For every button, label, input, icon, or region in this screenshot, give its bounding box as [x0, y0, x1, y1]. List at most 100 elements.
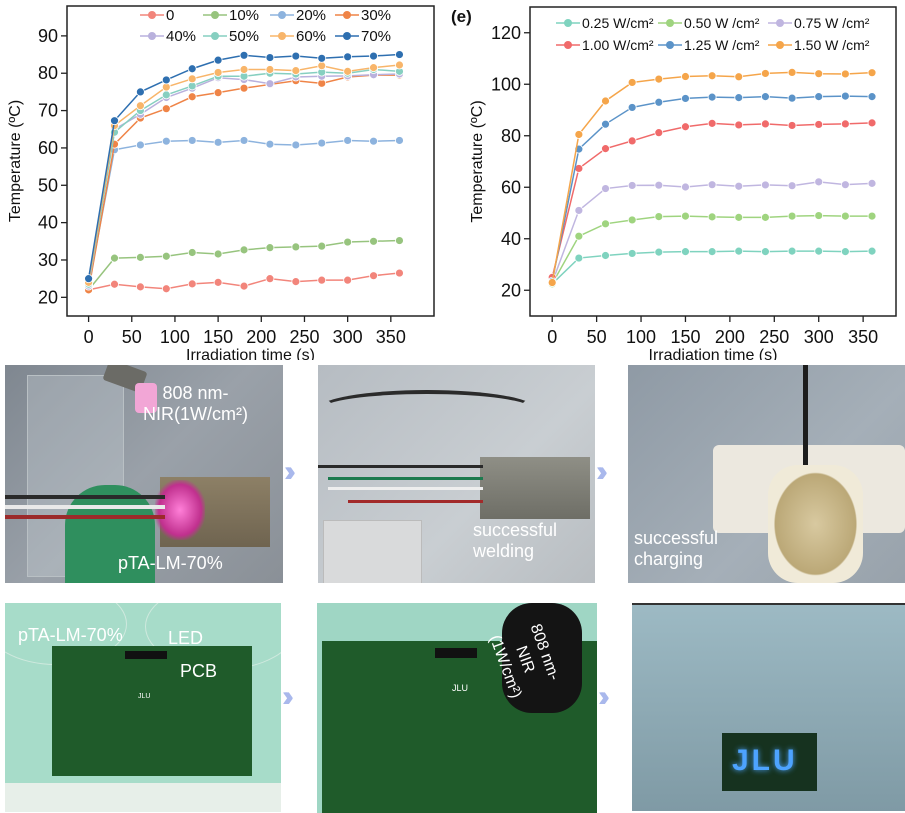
material-label: pTA-LM-70%	[118, 553, 223, 573]
data-point	[787, 211, 797, 221]
data-point	[787, 93, 797, 103]
data-point	[734, 246, 744, 256]
data-point	[761, 212, 770, 222]
data-point	[840, 119, 850, 129]
led-label: LED	[168, 628, 204, 648]
x-axis-label: Irradiation time (s)	[186, 347, 315, 360]
data-point	[265, 65, 275, 74]
x-tick-label: 200	[715, 327, 745, 347]
legend-marker	[211, 32, 219, 40]
photo-usb-irradiation: 808 nm- NIR(1W/cm²) pTA-LM-70%	[5, 365, 283, 583]
x-tick-label: 0	[547, 327, 557, 347]
photo-pcb-irradiation: 808 nm- NIR (1W/cm²) JLU	[317, 603, 597, 813]
data-point	[135, 252, 145, 262]
photo-charging: successful charging	[628, 365, 905, 583]
legend-label: 0	[166, 7, 174, 24]
data-point	[369, 236, 378, 246]
x-tick-label: 50	[122, 327, 142, 347]
data-point	[369, 136, 378, 146]
data-point	[161, 90, 171, 100]
data-point	[187, 92, 197, 102]
legend-label: 50%	[229, 28, 259, 45]
data-point	[814, 177, 824, 187]
data-point	[734, 181, 744, 191]
panel-label: (e)	[451, 7, 472, 26]
data-point	[840, 211, 850, 221]
ruler	[5, 783, 281, 812]
legend-label: 1.25 W /cm²	[684, 37, 760, 53]
data-point	[867, 92, 877, 102]
data-point	[814, 92, 824, 102]
data-point	[627, 181, 637, 190]
series-line	[551, 181, 873, 283]
data-point	[574, 206, 584, 215]
data-point	[84, 274, 93, 284]
data-point	[317, 61, 327, 71]
data-point	[574, 253, 584, 263]
data-point	[761, 69, 770, 78]
data-point	[707, 92, 717, 102]
legend-label: 70%	[361, 28, 391, 45]
legend-label: 10%	[229, 7, 259, 24]
data-point	[787, 181, 797, 191]
x-tick-label: 350	[376, 327, 406, 347]
data-point	[627, 215, 637, 225]
data-point	[547, 278, 557, 287]
data-point	[291, 140, 301, 150]
data-point	[840, 91, 850, 101]
data-point	[734, 72, 744, 82]
x-tick-label: 300	[333, 327, 363, 347]
data-point	[654, 180, 664, 190]
photo-pcb-materials: pTA-LM-70% LED PCB JLU	[5, 603, 281, 812]
data-point	[239, 281, 249, 291]
data-point	[707, 247, 717, 257]
legend-label: 0.50 W /cm²	[684, 15, 760, 31]
data-point	[574, 231, 584, 241]
y-tick-label: 100	[491, 74, 521, 94]
legend-label: 60%	[296, 28, 326, 45]
x-tick-label: 250	[289, 327, 319, 347]
welding-label: successful welding	[473, 520, 558, 561]
data-point	[135, 282, 145, 292]
data-point	[265, 243, 275, 253]
data-point	[110, 279, 119, 289]
data-point	[395, 50, 404, 59]
y-tick-label: 20	[38, 287, 58, 307]
y-tick-label: 20	[501, 280, 521, 300]
data-point	[681, 72, 690, 81]
data-point	[317, 241, 327, 251]
legend-marker	[343, 32, 351, 40]
data-point	[707, 212, 717, 222]
legend-marker	[148, 11, 156, 19]
data-point	[654, 247, 664, 257]
data-point	[317, 275, 327, 285]
inset-cable-photo	[323, 520, 422, 583]
legend-marker	[666, 41, 674, 49]
data-point	[681, 94, 690, 103]
legend-label: 1.50 W /cm²	[794, 37, 870, 53]
data-point	[627, 103, 637, 112]
y-tick-label: 60	[38, 138, 58, 158]
data-point	[317, 53, 327, 63]
legend-marker	[564, 41, 572, 49]
data-point	[654, 212, 664, 222]
data-point	[265, 274, 275, 284]
legend-marker	[666, 19, 674, 27]
y-tick-label: 40	[38, 213, 58, 233]
plot-frame	[66, 5, 435, 317]
data-point	[867, 246, 877, 256]
data-point	[110, 116, 119, 126]
data-point	[761, 119, 770, 129]
legend-marker	[278, 11, 286, 19]
data-point	[187, 279, 197, 289]
x-tick-label: 200	[246, 327, 276, 347]
data-point	[395, 60, 404, 70]
data-point	[840, 180, 850, 190]
data-point	[814, 211, 824, 220]
data-point	[265, 79, 275, 89]
data-point	[161, 251, 171, 261]
chart-left-temperature-by-content: 20 30 40 50 60 70 80 90 0 50 100 150 200 250 300 350 Irr…	[7, 5, 435, 360]
y-tick-label: 120	[491, 23, 521, 43]
legend-label: 30%	[361, 7, 391, 24]
data-point	[369, 271, 378, 281]
